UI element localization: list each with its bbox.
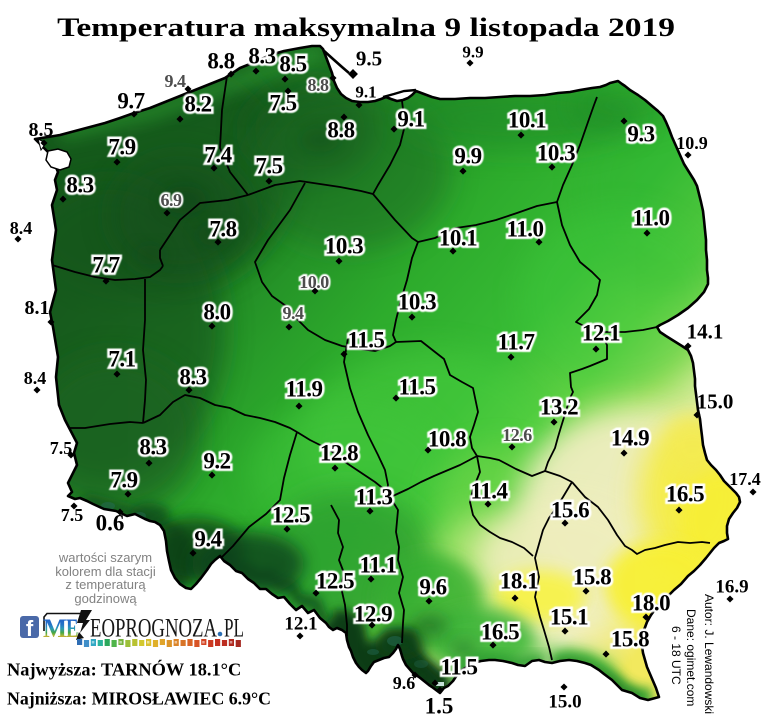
svg-text:E: E bbox=[66, 614, 79, 643]
svg-text:M: M bbox=[43, 614, 67, 643]
svg-text:PL: PL bbox=[224, 614, 244, 643]
svg-text:EOPROGNOZA: EOPROGNOZA bbox=[90, 614, 217, 643]
svg-text:f: f bbox=[26, 616, 34, 641]
